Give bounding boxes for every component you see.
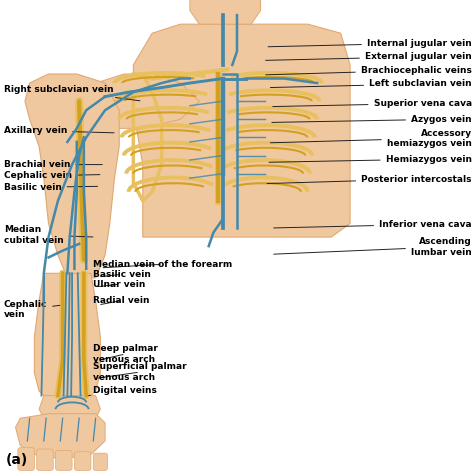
- Text: Brachial vein: Brachial vein: [4, 160, 102, 169]
- Text: Cephalic
vein: Cephalic vein: [4, 300, 60, 319]
- Polygon shape: [25, 74, 119, 278]
- Text: Radial vein: Radial vein: [93, 296, 150, 305]
- Text: Basilic vein: Basilic vein: [4, 183, 98, 192]
- Polygon shape: [39, 396, 100, 418]
- Text: Accessory
hemiazygos vein: Accessory hemiazygos vein: [270, 128, 472, 148]
- Text: Digital veins: Digital veins: [89, 386, 157, 396]
- FancyBboxPatch shape: [93, 453, 108, 470]
- Text: External jugular vein: External jugular vein: [266, 52, 472, 61]
- Text: Deep palmar
venous arch: Deep palmar venous arch: [93, 344, 158, 364]
- Text: Superficial palmar
venous arch: Superficial palmar venous arch: [93, 362, 187, 382]
- Polygon shape: [35, 273, 100, 400]
- FancyBboxPatch shape: [74, 452, 91, 470]
- FancyBboxPatch shape: [55, 450, 72, 470]
- Text: Median vein of the forearm: Median vein of the forearm: [93, 260, 233, 269]
- Polygon shape: [16, 414, 105, 459]
- Text: Inferior vena cava: Inferior vena cava: [273, 220, 472, 229]
- Text: Posterior intercostals: Posterior intercostals: [267, 174, 472, 183]
- Text: Azygos vein: Azygos vein: [272, 115, 472, 124]
- Text: Ascending
lumbar vein: Ascending lumbar vein: [273, 237, 472, 257]
- Text: Axillary vein: Axillary vein: [4, 126, 114, 135]
- FancyBboxPatch shape: [36, 449, 53, 470]
- Polygon shape: [133, 24, 350, 237]
- Text: Ulnar vein: Ulnar vein: [93, 280, 146, 289]
- Polygon shape: [67, 74, 199, 128]
- Text: Hemiazygos vein: Hemiazygos vein: [269, 155, 472, 164]
- Text: Cephalic vein: Cephalic vein: [4, 172, 100, 181]
- Text: (a): (a): [6, 453, 28, 466]
- Text: Basilic vein: Basilic vein: [93, 270, 151, 279]
- Text: Brachiocephalic veins: Brachiocephalic veins: [266, 66, 472, 75]
- Text: Median
cubital vein: Median cubital vein: [4, 225, 93, 245]
- FancyBboxPatch shape: [18, 448, 35, 470]
- Text: Superior vena cava: Superior vena cava: [273, 99, 472, 108]
- Text: Right subclavian vein: Right subclavian vein: [4, 85, 140, 101]
- Text: Left subclavian vein: Left subclavian vein: [270, 80, 472, 89]
- Text: Internal jugular vein: Internal jugular vein: [268, 39, 472, 48]
- Polygon shape: [190, 0, 261, 24]
